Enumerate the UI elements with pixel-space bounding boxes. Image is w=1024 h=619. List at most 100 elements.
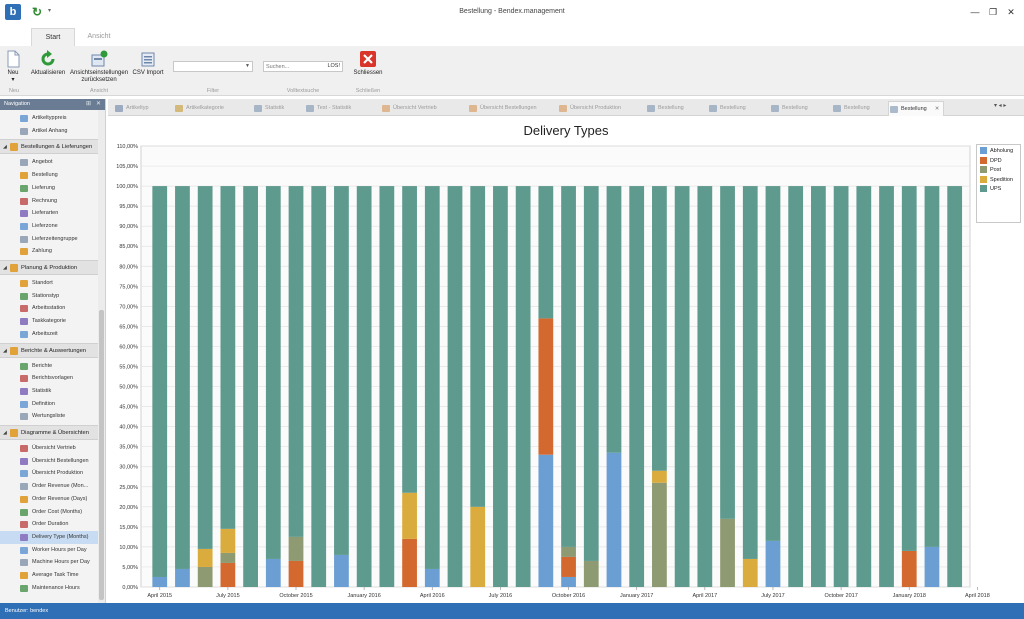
x-tick-label: October 2017 <box>824 593 857 599</box>
document-tab[interactable]: Übersicht Produktion <box>558 101 636 116</box>
scrollbar-thumb[interactable] <box>99 310 104 600</box>
reset-view-button[interactable]: Ansichtseinstellungen zurücksetzen <box>70 50 128 84</box>
sidebar-item[interactable]: Lieferzone <box>0 220 98 233</box>
sidebar-item[interactable]: Bestellung <box>0 169 98 182</box>
tabs-menu-icon[interactable]: ▾ ◂ ▸ <box>994 103 1007 109</box>
bar-segment-abholung <box>334 554 349 587</box>
sidebar-item[interactable]: Übersicht Produktion <box>0 467 98 480</box>
neu-button[interactable]: Neu ▾ <box>4 50 22 84</box>
restore-button[interactable]: ❐ <box>988 7 998 17</box>
sidebar-item[interactable]: Standort <box>0 277 98 290</box>
search-input[interactable] <box>266 63 324 71</box>
close-red-icon <box>360 51 376 67</box>
navigation-scrollbar[interactable] <box>98 110 105 603</box>
x-tick-label: July 2015 <box>216 593 240 599</box>
sidebar-item[interactable]: Order Duration <box>0 518 98 531</box>
sidebar-item[interactable]: Arbeitszeit <box>0 328 98 341</box>
schliessen-button[interactable]: Schliessen <box>352 50 384 77</box>
folder-icon <box>10 429 18 437</box>
sidebar-item[interactable]: Lieferarten <box>0 207 98 220</box>
document-tab[interactable]: Artikeltyp <box>114 101 166 116</box>
sidebar-item[interactable]: Übersicht Bestellungen <box>0 455 98 468</box>
document-tab[interactable]: Übersicht Vertrieb <box>381 101 457 116</box>
bar-segment-abholung <box>152 576 168 587</box>
minimize-button[interactable]: — <box>970 7 980 17</box>
collapse-icon: ◢ <box>3 265 7 271</box>
navigation-close-icon[interactable]: ✕ <box>96 101 102 107</box>
tab-ansicht[interactable]: Ansicht <box>87 33 111 40</box>
document-tab[interactable]: Übersicht Bestellungen <box>468 101 548 116</box>
sidebar-item-label: Übersicht Bestellungen <box>32 457 89 464</box>
sidebar-item[interactable]: Berichtsvorlagen <box>0 372 98 385</box>
sidebar-item[interactable]: Maintenance Hours <box>0 582 98 595</box>
document-tab[interactable]: Test - Statistik <box>305 101 371 116</box>
status-bar: Benutzer: bendex <box>0 603 1024 619</box>
new-document-icon <box>7 50 20 68</box>
sidebar-item[interactable]: Berichte <box>0 360 98 373</box>
sidebar-item-label: Average Task Time <box>32 572 79 578</box>
sidebar-item[interactable]: Machine Hours per Day <box>0 556 98 569</box>
sidebar-item[interactable]: Zahlung <box>0 245 98 258</box>
navigation-title: Navigation <box>4 101 30 107</box>
sidebar-item[interactable]: Arbeitsstation <box>0 302 98 315</box>
sidebar-item-icon <box>20 330 28 338</box>
sidebar-group-label: Planung & Produktion <box>21 265 78 271</box>
sidebar-item[interactable]: Delivery Type (Months) <box>0 530 98 544</box>
sidebar-item[interactable]: Lieferung <box>0 182 98 195</box>
tab-close-icon[interactable]: ✕ <box>934 106 940 112</box>
document-tab-label: Bestellung <box>901 106 927 112</box>
collapse-icon: ◢ <box>3 430 7 436</box>
document-tab[interactable]: Statistik <box>253 101 297 116</box>
app-logo-icon[interactable]: b <box>5 4 21 20</box>
sidebar-item[interactable]: Average Task Time <box>0 569 98 582</box>
sidebar-item[interactable]: Artikeltyppreis <box>0 112 98 125</box>
sidebar-item[interactable]: Definition <box>0 398 98 411</box>
x-tick-label: April 2016 <box>420 593 445 599</box>
bar-segment-ups <box>402 186 417 493</box>
quick-access-dropdown-icon[interactable]: ▾ <box>48 8 52 14</box>
sidebar-item[interactable]: Taskkategorie <box>0 315 98 328</box>
filter-select[interactable]: ▼ <box>173 61 253 72</box>
tab-start[interactable]: Start <box>31 28 75 46</box>
sidebar-item-icon <box>20 533 28 541</box>
sidebar-item[interactable]: Statistik <box>0 385 98 398</box>
bar-segment-ups <box>265 186 281 559</box>
sidebar-item[interactable]: Order Cost (Months) <box>0 506 98 519</box>
legend-entry: Spedition <box>980 175 1017 186</box>
pin-icon[interactable]: ⊞ <box>86 101 92 107</box>
aktualisieren-button[interactable]: Aktualisieren <box>30 50 66 77</box>
sidebar-item-icon <box>20 210 28 218</box>
document-tab[interactable]: Bestellung <box>708 101 760 116</box>
sidebar-group[interactable]: ◢ Bestellungen & Lieferungen <box>0 139 98 155</box>
close-window-button[interactable]: ✕ <box>1007 7 1015 17</box>
sidebar-item[interactable]: Order Revenue (Days) <box>0 493 98 506</box>
sidebar-item[interactable]: Stationstyp <box>0 290 98 303</box>
document-tab[interactable]: Bestellung <box>646 101 698 116</box>
sidebar-group[interactable]: ◢ Planung & Produktion <box>0 260 98 275</box>
sidebar-item[interactable]: Artikel Anhang <box>0 125 98 138</box>
x-tick-label: April 2017 <box>692 593 717 599</box>
legend-label: Abholung <box>990 148 1014 154</box>
sidebar-item-icon <box>20 495 28 503</box>
sidebar-group[interactable]: ◢ Berichte & Auswertungen <box>0 342 98 358</box>
bar-segment-ups <box>243 186 258 587</box>
search-go-button[interactable]: LOS! <box>327 63 340 69</box>
sidebar-item[interactable]: Order Revenue (Mon... <box>0 480 98 493</box>
sidebar-group[interactable]: ◢ Diagramme & Übersichten <box>0 425 98 440</box>
sidebar-item[interactable]: Rechnung <box>0 195 98 208</box>
quick-refresh-icon[interactable]: ↻ <box>31 5 43 19</box>
sidebar-item[interactable]: Worker Hours per Day <box>0 544 98 557</box>
sidebar-item[interactable]: Übersicht Vertrieb <box>0 442 98 455</box>
sidebar-item[interactable]: Angebot <box>0 156 98 169</box>
x-tick-label: July 2017 <box>761 593 785 599</box>
x-tick-label: April 2018 <box>965 593 990 599</box>
document-tab[interactable]: Bestellung <box>770 101 822 116</box>
sidebar-group-label: Diagramme & Übersichten <box>21 430 89 436</box>
bar-segment-ups <box>424 186 440 569</box>
sidebar-item[interactable]: Lieferzeitengruppe <box>0 233 98 246</box>
sidebar-item[interactable]: Wertungsliste <box>0 410 98 423</box>
csv-import-button[interactable]: CSV Import <box>132 50 164 77</box>
document-tab[interactable]: Bestellung ✕ <box>888 101 944 116</box>
document-tab[interactable]: Artikelkategorie <box>174 101 244 116</box>
document-tab[interactable]: Bestellung <box>832 101 880 116</box>
